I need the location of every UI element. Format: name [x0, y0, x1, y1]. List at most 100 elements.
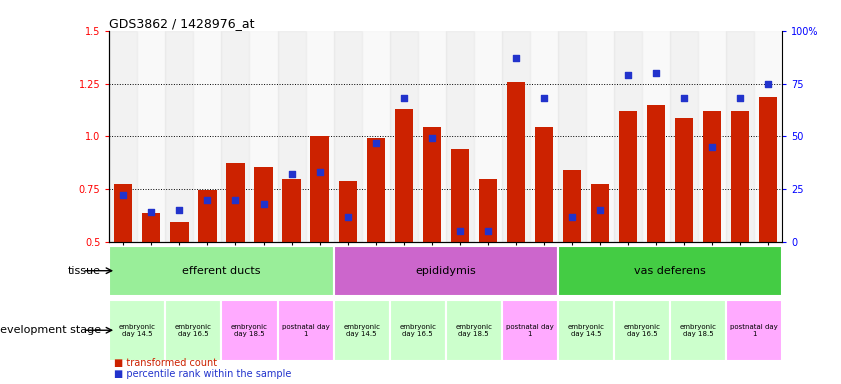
- Bar: [558, 246, 782, 296]
- Bar: [166, 300, 221, 361]
- Bar: [446, 300, 502, 361]
- Bar: [558, 300, 614, 361]
- Point: [649, 70, 663, 76]
- Bar: [334, 31, 362, 242]
- Point: [453, 228, 467, 234]
- Bar: [305, 31, 334, 242]
- Bar: [726, 300, 782, 361]
- Point: [425, 136, 438, 142]
- Bar: [250, 31, 278, 242]
- Text: epididymis: epididymis: [415, 266, 476, 276]
- Bar: [670, 300, 726, 361]
- Text: ■ transformed count: ■ transformed count: [114, 358, 217, 368]
- Bar: [530, 31, 558, 242]
- Bar: [506, 83, 525, 242]
- Text: postnatal day
1: postnatal day 1: [730, 324, 778, 337]
- Text: GDS3862 / 1428976_at: GDS3862 / 1428976_at: [109, 17, 255, 30]
- Point: [733, 95, 747, 101]
- Bar: [446, 31, 473, 242]
- Bar: [362, 31, 389, 242]
- Point: [397, 95, 410, 101]
- Bar: [334, 246, 558, 296]
- Bar: [473, 31, 502, 242]
- Bar: [394, 109, 413, 242]
- Bar: [170, 222, 188, 242]
- Bar: [703, 111, 721, 242]
- Bar: [221, 31, 250, 242]
- Bar: [535, 127, 553, 242]
- Bar: [137, 31, 166, 242]
- Point: [509, 55, 522, 61]
- Bar: [193, 31, 221, 242]
- Bar: [310, 136, 329, 242]
- Text: embryonic
day 18.5: embryonic day 18.5: [231, 324, 268, 337]
- Text: ■ percentile rank within the sample: ■ percentile rank within the sample: [114, 369, 291, 379]
- Bar: [334, 300, 389, 361]
- Bar: [338, 181, 357, 242]
- Text: postnatal day
1: postnatal day 1: [282, 324, 330, 337]
- Bar: [563, 170, 581, 242]
- Bar: [198, 190, 216, 242]
- Bar: [759, 97, 777, 242]
- Bar: [726, 31, 754, 242]
- Bar: [367, 139, 384, 242]
- Point: [285, 171, 299, 177]
- Point: [621, 72, 635, 78]
- Bar: [283, 179, 300, 242]
- Text: embryonic
day 18.5: embryonic day 18.5: [455, 324, 492, 337]
- Point: [172, 207, 186, 214]
- Point: [229, 197, 242, 203]
- Point: [677, 95, 690, 101]
- Text: embryonic
day 14.5: embryonic day 14.5: [119, 324, 156, 337]
- Bar: [642, 31, 670, 242]
- Bar: [502, 300, 558, 361]
- Bar: [647, 105, 665, 242]
- Bar: [109, 300, 166, 361]
- Text: embryonic
day 16.5: embryonic day 16.5: [399, 324, 436, 337]
- Bar: [670, 31, 698, 242]
- Point: [706, 144, 719, 150]
- Bar: [754, 31, 782, 242]
- Point: [117, 192, 130, 199]
- Bar: [109, 246, 334, 296]
- Point: [313, 169, 326, 175]
- Bar: [614, 31, 642, 242]
- Bar: [614, 300, 670, 361]
- Bar: [166, 31, 193, 242]
- Bar: [731, 111, 749, 242]
- Point: [593, 207, 606, 214]
- Bar: [479, 179, 497, 242]
- Point: [761, 81, 775, 87]
- Point: [201, 197, 214, 203]
- Bar: [142, 214, 161, 242]
- Text: embryonic
day 14.5: embryonic day 14.5: [343, 324, 380, 337]
- Bar: [114, 184, 132, 242]
- Bar: [422, 127, 441, 242]
- Text: embryonic
day 16.5: embryonic day 16.5: [175, 324, 212, 337]
- Text: efferent ducts: efferent ducts: [182, 266, 261, 276]
- Bar: [558, 31, 586, 242]
- Bar: [698, 31, 726, 242]
- Bar: [451, 149, 469, 242]
- Text: postnatal day
1: postnatal day 1: [506, 324, 553, 337]
- Bar: [226, 163, 245, 242]
- Bar: [389, 31, 418, 242]
- Point: [145, 209, 158, 215]
- Point: [369, 140, 383, 146]
- Point: [257, 201, 270, 207]
- Bar: [278, 31, 305, 242]
- Bar: [619, 111, 637, 242]
- Bar: [278, 300, 334, 361]
- Bar: [254, 167, 272, 242]
- Bar: [586, 31, 614, 242]
- Point: [481, 228, 495, 234]
- Text: tissue: tissue: [68, 266, 101, 276]
- Point: [565, 214, 579, 220]
- Text: embryonic
day 18.5: embryonic day 18.5: [680, 324, 717, 337]
- Bar: [590, 184, 609, 242]
- Text: embryonic
day 16.5: embryonic day 16.5: [623, 324, 660, 337]
- Point: [537, 95, 551, 101]
- Text: embryonic
day 14.5: embryonic day 14.5: [568, 324, 605, 337]
- Text: development stage: development stage: [0, 325, 101, 335]
- Bar: [674, 118, 693, 242]
